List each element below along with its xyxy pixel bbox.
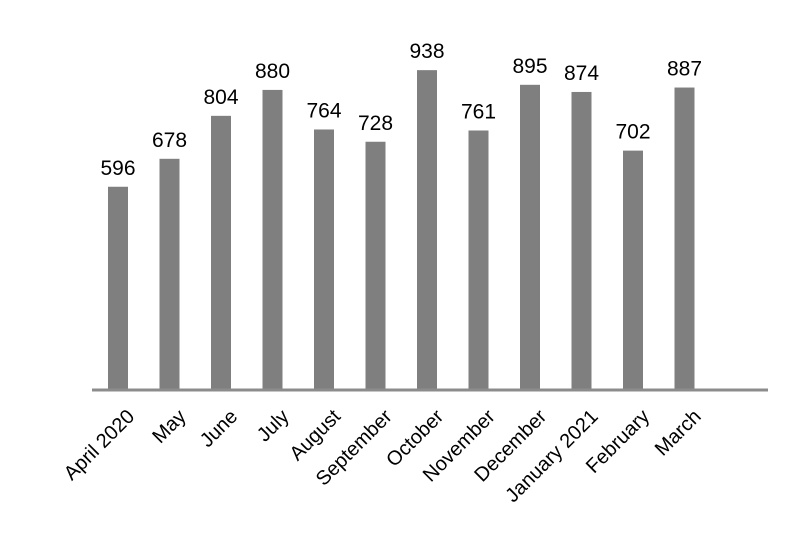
value-label-4: 764 — [306, 99, 341, 122]
value-label-11: 887 — [667, 58, 702, 81]
bar-11 — [674, 87, 695, 391]
x-tick-label-1: May — [148, 406, 190, 448]
bar-10 — [623, 150, 643, 390]
x-tick-labels-group: April 2020 May June JulyAugustSeptemberOcto… — [60, 405, 706, 507]
value-label-5: 728 — [358, 112, 393, 135]
value-label-8: 895 — [512, 55, 547, 78]
bar-5 — [365, 141, 386, 390]
bars-group — [108, 70, 695, 391]
bar-8 — [520, 84, 540, 391]
value-label-6: 938 — [409, 40, 444, 63]
bar-9 — [571, 91, 592, 390]
value-label-0: 596 — [100, 157, 135, 180]
bar-0 — [108, 186, 128, 390]
bar-2 — [211, 115, 231, 390]
value-label-10: 702 — [615, 121, 650, 144]
value-label-3: 880 — [255, 60, 290, 83]
value-label-2: 804 — [203, 86, 238, 109]
x-tick-label-3: July — [253, 406, 294, 447]
value-label-1: 678 — [152, 129, 187, 152]
bar-1 — [159, 158, 180, 390]
x-tick-label-0: April 2020 — [60, 406, 139, 485]
value-labels-group: 596 678 804 880 764 728 938 761 895 874 702 887 — [100, 40, 702, 180]
x-tick-label-11: March — [651, 406, 706, 461]
bar-3 — [262, 89, 283, 391]
bar-6 — [417, 70, 437, 390]
value-label-7: 761 — [461, 100, 496, 123]
value-label-9: 874 — [564, 62, 599, 85]
bar-7 — [468, 130, 489, 390]
bar-4 — [314, 129, 334, 390]
x-tick-label-2: June — [196, 406, 242, 452]
